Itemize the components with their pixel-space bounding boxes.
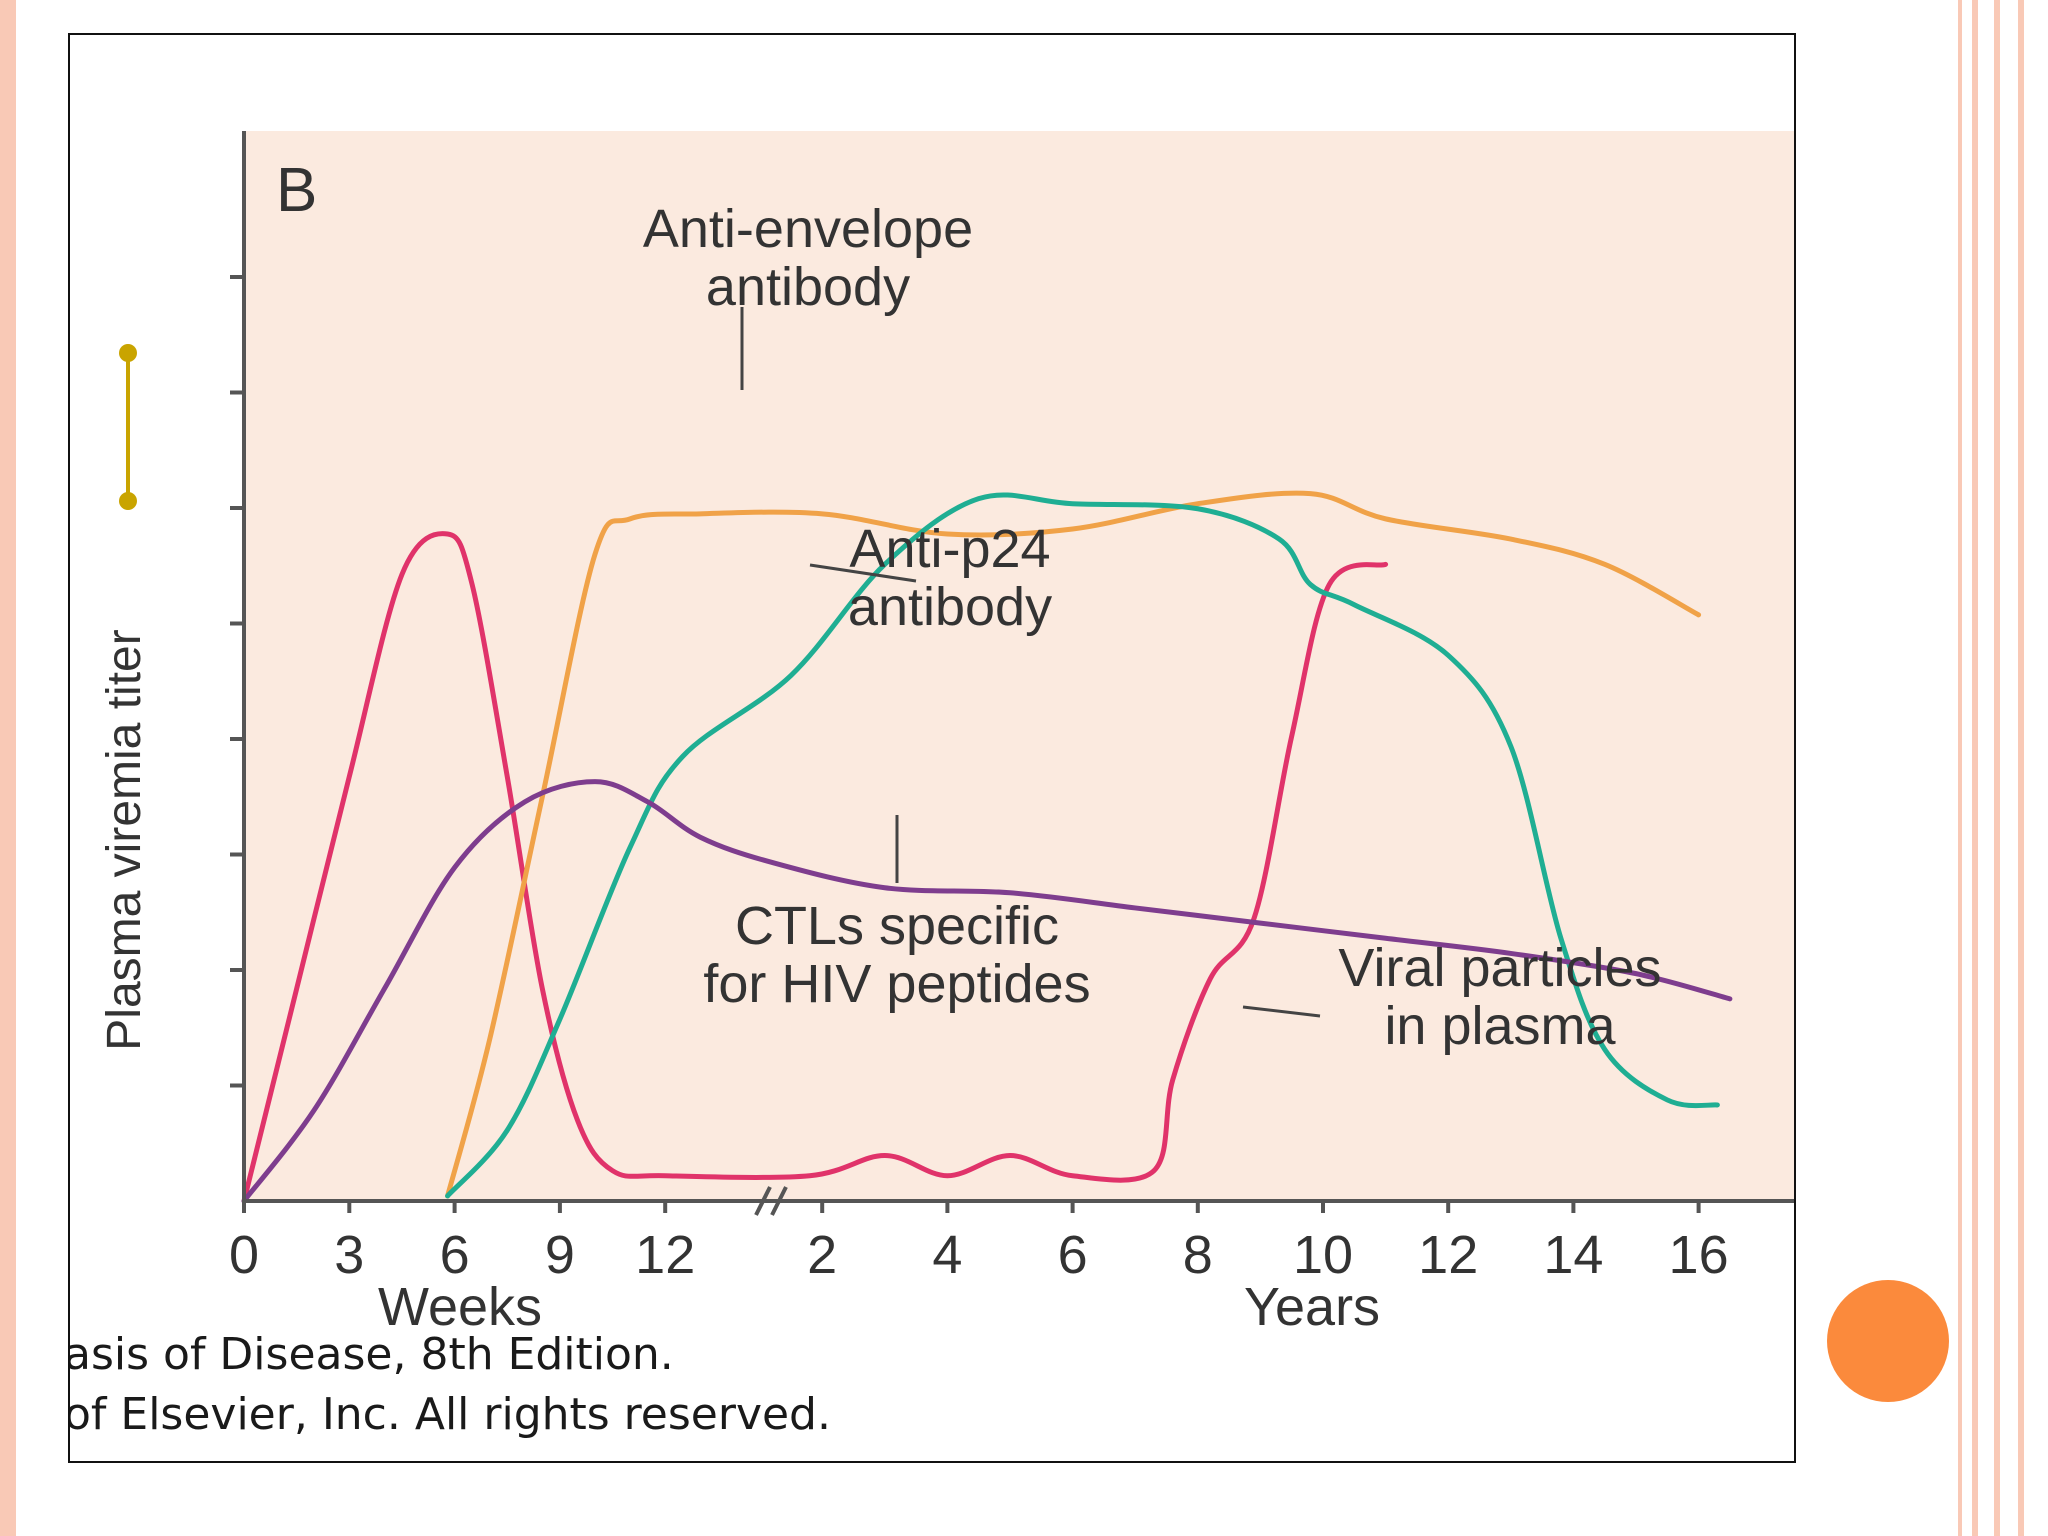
source-credit-line-1: asis of Disease, 8th Edition.: [68, 1329, 674, 1380]
source-credit-line-2: of Elsevier, Inc. All rights reserved.: [68, 1389, 831, 1440]
annotation-ctls-specific-for-hiv-peptides: CTLs specific: [735, 896, 1059, 956]
accent-dot: [1827, 1280, 1949, 1402]
axis-break-mark: [770, 1186, 788, 1216]
annotation-anti-envelope-antibody: Anti-envelope: [643, 199, 973, 259]
annotation-ctls-specific-for-hiv-peptides: for HIV peptides: [703, 954, 1090, 1014]
annotation-leader-viral-particles-in-plasma: [1242, 1005, 1321, 1018]
x-tick-label: 10: [1293, 1225, 1353, 1285]
series-line-anti-envelope-antibody: [445, 490, 1702, 1199]
annotation-anti-envelope-antibody: antibody: [706, 257, 910, 317]
x-segment-label-years: Years: [1244, 1277, 1380, 1337]
plot-background: [244, 131, 1794, 1201]
hiv-response-chart: 0 3 6 9 12 2 4 6 8 10 12 14 16 Weeks Years B Plasma vire…: [98, 131, 1794, 1337]
annotation-leader-anti-p24-antibody: [809, 563, 917, 583]
x-tick-label: 2: [807, 1225, 837, 1285]
x-tick-label: 8: [1183, 1225, 1213, 1285]
annotation-anti-p24-antibody: antibody: [848, 577, 1052, 637]
series-line-viral-particles-in-plasma: [241, 531, 1389, 1204]
slide-right-border: [1958, 0, 2048, 1536]
x-tick-label: 0: [229, 1225, 259, 1285]
figure-frame: 0 3 6 9 12 2 4 6 8 10 12 14 16 Weeks Years B Plasma vire…: [68, 33, 1796, 1463]
legend-marker-dot: [119, 492, 137, 510]
x-tick-label: 14: [1543, 1225, 1603, 1285]
x-tick-label: 9: [545, 1225, 575, 1285]
x-tick-label: 16: [1669, 1225, 1729, 1285]
slide-left-border: [0, 0, 16, 1536]
x-tick-label: 12: [635, 1225, 695, 1285]
annotation-anti-p24-antibody: Anti-p24: [849, 519, 1050, 579]
x-tick-label: 12: [1418, 1225, 1478, 1285]
series-line-anti-p24-antibody: [445, 492, 1720, 1199]
x-tick-label: 4: [932, 1225, 962, 1285]
annotation-viral-particles-in-plasma: Viral particles: [1338, 938, 1661, 998]
legend-marker-dot: [119, 344, 137, 362]
x-tick-label: 6: [440, 1225, 470, 1285]
x-tick-label: 6: [1058, 1225, 1088, 1285]
y-axis-label: Plasma viremia titer: [98, 629, 151, 1050]
series-line-ctls-specific-for-hiv-peptides: [241, 779, 1733, 1204]
panel-label: B: [276, 156, 317, 225]
x-tick-label: 3: [334, 1225, 364, 1285]
x-segment-label-weeks: Weeks: [378, 1277, 542, 1337]
axis-break-mark: [754, 1186, 772, 1216]
annotation-viral-particles-in-plasma: in plasma: [1384, 996, 1616, 1056]
